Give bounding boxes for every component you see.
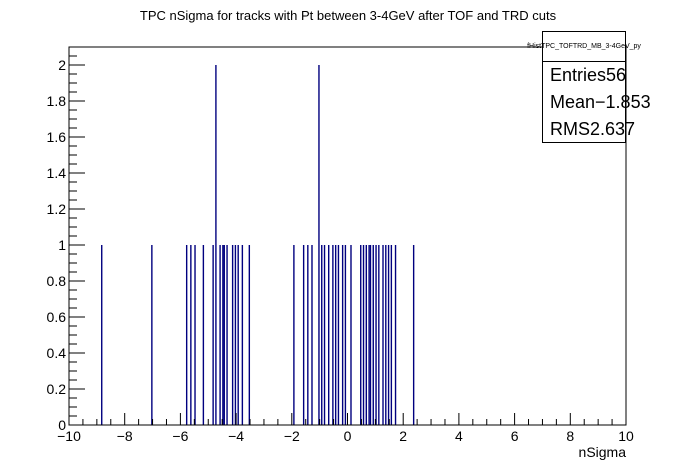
x-tick-label: 10 [618, 428, 634, 444]
rms-label: RMS [550, 119, 590, 139]
stats-row-mean: Mean −1.853 [543, 89, 651, 116]
x-tick-label: 8 [566, 428, 574, 444]
x-tick-label: 4 [455, 428, 463, 444]
y-tick-label: 1.2 [47, 201, 67, 217]
histogram-bar [293, 245, 295, 425]
rms-value: 2.637 [590, 119, 636, 139]
histogram-bar [241, 245, 244, 425]
entries-value: 56 [606, 65, 627, 85]
y-tick-label: 1.6 [47, 129, 67, 145]
entries-label: Entries [550, 65, 607, 85]
histogram-bar [337, 245, 340, 425]
mean-label: Mean [550, 92, 596, 112]
histogram-bar [321, 245, 323, 425]
histogram-bar [212, 245, 214, 425]
chart-title: TPC nSigma for tracks with Pt between 3-… [140, 8, 557, 23]
histogram-bar [382, 245, 384, 425]
histogram-bar [332, 245, 334, 425]
x-axis: −10 −8 −6 −4 −2 0 2 4 6 8 10 [57, 413, 634, 444]
histogram-bar [360, 245, 362, 425]
histogram-bar [365, 245, 367, 425]
histogram-bar [194, 245, 196, 425]
histogram-bar [378, 245, 380, 425]
histogram-bar [334, 245, 337, 425]
histogram-bar [344, 245, 347, 425]
y-tick-label: 1 [58, 237, 66, 253]
histogram-bar [215, 65, 217, 425]
y-tick-label: 1.8 [47, 93, 67, 109]
y-tick-label: 2 [58, 57, 66, 73]
histogram-bar [372, 245, 374, 425]
histogram-bar [302, 245, 305, 425]
x-axis-label: nSigma [579, 444, 627, 460]
histogram-bar [151, 245, 153, 425]
stats-row-entries: Entries 56 [543, 62, 627, 89]
histogram-bar [185, 245, 188, 425]
stats-row-rms: RMS 2.637 [543, 116, 635, 143]
histogram-bar [226, 245, 228, 425]
histogram-bar [390, 245, 393, 425]
histogram-bar [394, 245, 397, 425]
histogram-bar [362, 245, 365, 425]
histogram-bar [223, 245, 225, 425]
histogram-name: fHistTPC_TOFTRD_MB_3-4GeV_py [527, 32, 641, 62]
stats-box: fHistTPC_TOFTRD_MB_3-4GeV_py Entries 56 … [527, 31, 651, 143]
histogram-bar [202, 245, 205, 425]
histogram-bar [387, 245, 390, 425]
y-axis: 0 0.2 0.4 0.6 0.8 1 1.2 1.4 1.6 1.8 2 [47, 46, 85, 433]
mean-value: −1.853 [595, 92, 651, 112]
histogram-bar [219, 245, 221, 425]
histogram-bar [375, 245, 377, 425]
x-tick-label: 2 [399, 428, 407, 444]
y-tick-label: 0.8 [47, 273, 67, 289]
y-tick-label: 0.2 [47, 381, 67, 397]
histogram-bar [341, 245, 344, 425]
histogram-bar [234, 245, 237, 425]
histogram-bar [412, 245, 415, 425]
histogram-bar [385, 245, 387, 425]
histogram-bar [222, 245, 224, 425]
x-tick-label: 0 [344, 428, 352, 444]
histogram-bar [318, 65, 320, 425]
x-tick-label: −6 [172, 428, 188, 444]
histogram-bar [307, 245, 309, 425]
histogram-bar [231, 245, 234, 425]
histogram-bar [323, 245, 326, 425]
histogram-bar [248, 245, 251, 425]
histogram-bar [101, 245, 103, 425]
x-tick-label: 6 [511, 428, 519, 444]
histogram-bar [311, 245, 313, 425]
y-tick-label: 0.4 [47, 345, 67, 361]
x-tick-label: −2 [284, 428, 300, 444]
x-tick-label: −10 [57, 428, 81, 444]
y-tick-label: 0.6 [47, 309, 67, 325]
histogram-bar [328, 245, 330, 425]
histogram-bar [190, 245, 192, 425]
histogram-bar [237, 245, 239, 425]
x-tick-label: −8 [117, 428, 133, 444]
histogram-bar [350, 245, 352, 425]
histogram-bars [101, 65, 415, 425]
y-tick-label: 0 [58, 417, 66, 433]
y-tick-label: 1.4 [47, 165, 67, 181]
x-tick-label: −4 [228, 428, 244, 444]
histogram-bar [369, 245, 372, 425]
histogram-bar [368, 245, 370, 425]
